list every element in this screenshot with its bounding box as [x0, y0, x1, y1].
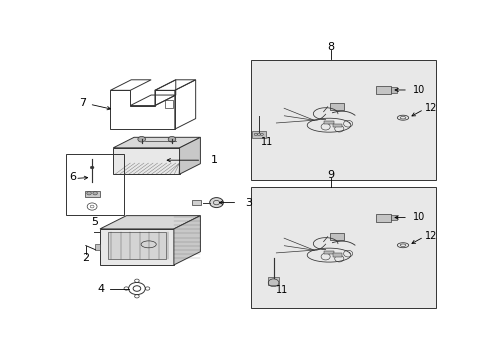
Bar	[324, 251, 333, 254]
Polygon shape	[179, 137, 200, 174]
Text: 11: 11	[260, 137, 272, 147]
Polygon shape	[113, 148, 179, 174]
Bar	[330, 103, 344, 110]
Bar	[390, 215, 397, 220]
Bar	[165, 100, 173, 108]
Bar	[390, 87, 397, 93]
Text: 7: 7	[80, 98, 86, 108]
Text: 1: 1	[210, 155, 217, 165]
Polygon shape	[113, 137, 200, 148]
Circle shape	[209, 198, 223, 208]
Text: 2: 2	[82, 253, 89, 263]
Polygon shape	[100, 216, 200, 229]
Polygon shape	[100, 229, 174, 265]
Bar	[332, 253, 341, 257]
Bar	[324, 121, 333, 124]
Bar	[84, 191, 100, 197]
Text: 9: 9	[326, 170, 334, 180]
Text: 10: 10	[412, 212, 425, 222]
Bar	[375, 214, 390, 222]
Text: 10: 10	[412, 85, 425, 95]
Text: 3: 3	[244, 198, 251, 208]
Bar	[251, 187, 435, 308]
Circle shape	[90, 166, 94, 169]
Circle shape	[87, 192, 91, 195]
Bar	[251, 60, 435, 180]
Bar	[330, 233, 344, 240]
Circle shape	[168, 136, 175, 142]
Circle shape	[138, 136, 145, 142]
Bar	[251, 131, 265, 138]
Text: 11: 11	[275, 285, 287, 295]
Text: 8: 8	[326, 42, 334, 52]
Bar	[375, 86, 390, 94]
Polygon shape	[174, 216, 200, 265]
Text: 12: 12	[424, 230, 436, 240]
Polygon shape	[95, 244, 100, 250]
Text: 5: 5	[91, 217, 99, 227]
Bar	[191, 201, 201, 205]
Text: 12: 12	[424, 103, 436, 113]
Text: 4: 4	[97, 284, 104, 294]
Bar	[267, 277, 279, 285]
Text: 6: 6	[69, 172, 76, 182]
Polygon shape	[107, 232, 166, 260]
Bar	[65, 154, 124, 215]
Bar	[332, 123, 341, 127]
Circle shape	[93, 192, 97, 195]
